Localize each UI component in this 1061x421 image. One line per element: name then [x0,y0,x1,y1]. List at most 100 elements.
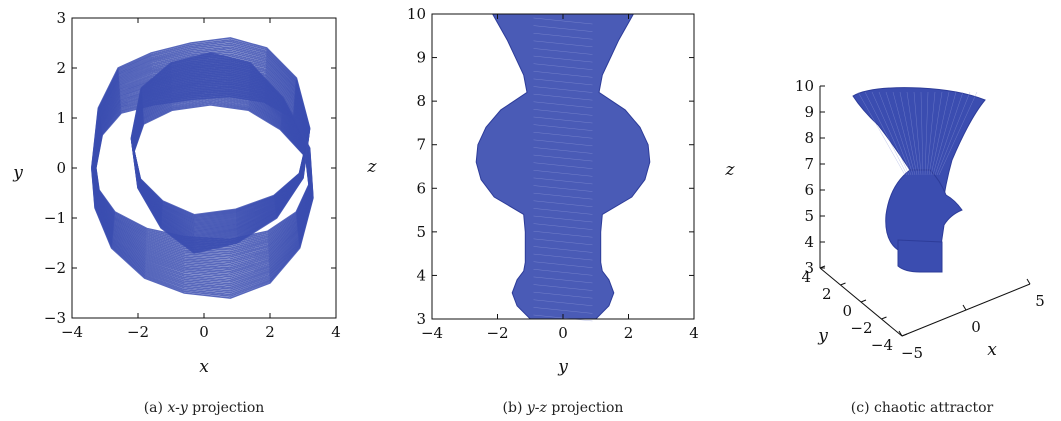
panel-b-mesh-line [533,139,593,147]
panel-b-mesh-line [533,109,593,116]
panel-c-caption: (c) chaotic attractor [851,400,994,416]
panel-a-ytick-label: 3 [56,9,66,27]
panel-a-xlabel: x [199,357,209,377]
panel-b-mesh-line [533,154,593,162]
panel-b-xtick-label: −2 [486,324,508,342]
panel-a-ytick-label: −3 [44,309,66,327]
panel-c-mesh-line [928,91,943,176]
panel-c-mesh-line [926,91,936,176]
panel-b-mesh-line [533,170,593,177]
panel-c-ytick-label: −4 [871,336,893,354]
panel-b-mesh-line [533,299,593,307]
panel-c-ytick-mark [901,333,908,337]
panel-c-zlabel: z [725,160,736,180]
panel-c-ytick-label: 4 [801,268,811,286]
panel-b-mesh-line [533,162,593,169]
panel-b-mesh-line [533,200,593,208]
panel-c-mesh-line [885,91,914,176]
panel-b-mesh-line [533,238,593,246]
panel-c-ztick-label: 5 [804,207,814,225]
panel-b-xtick-label: 2 [624,324,634,342]
panel-b-ylabel: z [367,157,378,177]
panel-b: −4 −2 0 2 4 10 9 8 7 6 5 4 3 y z (b) y-z projection [367,5,699,416]
panel-c-ztick-label: 9 [804,103,814,121]
panel-b-mesh-line [533,269,593,276]
panel-c-mesh-line [864,91,908,176]
panel-b-ytick-label: 8 [416,92,426,110]
panel-c-ylabel: y [817,326,828,346]
panel-b-ytick-label: 6 [416,179,426,197]
panel-b-mesh-line [533,86,593,93]
panel-a-ticks: −4 −2 0 2 4 3 2 1 0 −1 −2 −3 [44,9,341,341]
panel-a-ytick-label: 2 [56,59,66,77]
panel-b-ytick-label: 9 [416,49,426,67]
panel-a-ytick-label: 0 [56,159,66,177]
panel-c-xlabel: x [987,340,997,360]
panel-c-mesh-line [899,91,918,176]
panel-c-attractor-base [897,239,943,273]
panel-a-ytick-label: 1 [56,109,66,127]
panel-a-xtick-label: 0 [199,323,209,341]
panel-c-ytick-mark [819,265,826,269]
panel-c-xtick-label: −5 [901,344,923,362]
panel-b-ytick-label: 3 [416,310,426,328]
panel-c-mesh-line [934,91,964,176]
panel-b-ytick-label: 7 [416,136,426,154]
panel-a-orbit [91,37,314,299]
panel-c-ztick-label: 8 [804,129,814,147]
panel-c-ztick-label: 10 [795,77,814,95]
panel-c-mesh-line [936,91,971,176]
panel-b-mesh-line [533,192,593,200]
panel-a-xtick-label: 2 [265,323,275,341]
panel-a-xtick-label: −2 [127,323,149,341]
panel-b-mesh-line [533,253,593,261]
panel-c-ytick-mark [840,282,846,286]
panel-b-mesh-line [533,284,593,291]
panel-c-ytick-label: 2 [822,285,832,303]
panel-b-mesh-line [533,32,593,40]
panel-c-ztick-label: 6 [804,181,814,199]
panel-a-ytick-label: −2 [44,259,66,277]
panel-a: −4 −2 0 2 4 3 2 1 0 −1 −2 −3 x y (a) x-y projection [12,9,341,416]
panel-b-xtick-label: 4 [689,324,699,342]
panel-c-mesh-line [892,91,916,176]
panel-c-attractor-mid [885,169,963,253]
panel-b-mesh-line [533,185,593,192]
panel-b-mesh-line [533,223,593,230]
panel-b-envelope [475,13,651,320]
panel-b-ticks: −4 −2 0 2 4 10 9 8 7 6 5 4 3 [407,5,699,342]
panel-b-mesh-line [533,230,593,238]
panel-c-ytick-mark [881,316,887,320]
panel-b-mesh-line [533,48,593,55]
panel-b-mesh-line [533,124,593,131]
panel-c-mesh-line [930,91,950,176]
panel-b-mesh-line [533,208,593,215]
panel-c-xtick-label: 0 [971,318,981,336]
panel-b-mesh-line [533,116,593,124]
panel-b-xtick-label: 0 [558,324,568,342]
panel-b-mesh-line [533,276,593,284]
panel-c-mesh-line [938,91,978,176]
panel-b-mesh-line [533,246,593,253]
panel-c-mesh-line [857,91,906,176]
panel-b-mesh-line [533,177,593,185]
panel-b-mesh-line [533,71,593,78]
panel-c-mesh [857,91,978,176]
panel-c-mesh-line [920,91,924,176]
panel-c-xtick-mark [1026,278,1031,285]
panel-c-ytick-mark [860,299,867,303]
panel-b-mesh-line [533,291,593,299]
panel-b-ytick-label: 4 [416,266,426,284]
panel-b-mesh-line [533,131,593,139]
panel-b-mesh-line [533,78,593,86]
panel-c-ytick-label: 0 [842,302,852,320]
panel-c-ytick-label: −2 [850,319,872,337]
panel-b-mesh-line [533,261,593,268]
panel-c-mesh-line [878,91,912,176]
panel-c-ztick-label: 7 [804,155,814,173]
panel-b-mesh-line [533,55,593,63]
panel-b-mesh-line [533,215,593,223]
panel-b-mesh-line [533,25,593,32]
